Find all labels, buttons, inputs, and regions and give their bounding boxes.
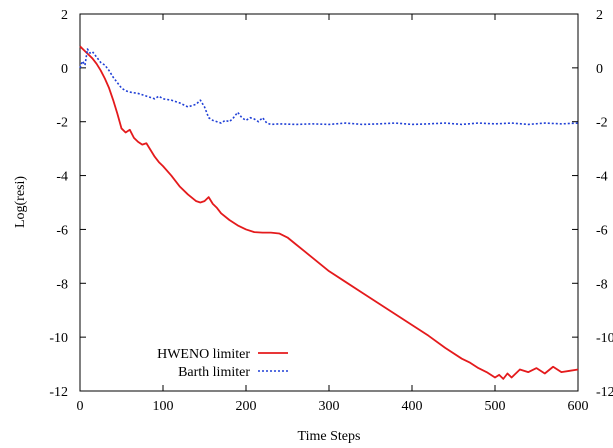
x-tick-label: 100 bbox=[153, 399, 174, 414]
y-tick-label: -12 bbox=[49, 385, 68, 400]
y2-tick-label: 2 bbox=[596, 8, 603, 23]
y2-tick-label: -6 bbox=[596, 223, 608, 238]
x-tick-label: 500 bbox=[485, 399, 506, 414]
y2-tick-label: -4 bbox=[596, 170, 608, 185]
legend-label: HWENO limiter bbox=[157, 347, 250, 362]
legend-label: Barth limiter bbox=[178, 365, 250, 380]
y2-tick-label: -8 bbox=[596, 277, 608, 292]
y-tick-label: -8 bbox=[56, 277, 68, 292]
plot-frame bbox=[79, 13, 579, 392]
y2-tick-label: -12 bbox=[596, 385, 613, 400]
y2-tick-label: -10 bbox=[596, 331, 613, 346]
x-tick-label: 200 bbox=[236, 399, 257, 414]
y-tick-label: -2 bbox=[56, 116, 68, 131]
series-line-hweno bbox=[79, 45, 579, 380]
x-tick-label: 300 bbox=[319, 399, 340, 414]
series-lines bbox=[79, 45, 579, 380]
x-axis-label: Time Steps bbox=[298, 429, 361, 444]
x-tick-label: 400 bbox=[402, 399, 423, 414]
series-line-barth bbox=[79, 48, 579, 126]
y-tick-label: -4 bbox=[56, 170, 68, 185]
y-tick-label: -6 bbox=[56, 223, 68, 238]
x-tick-label: 600 bbox=[568, 399, 589, 414]
y2-tick-label: 0 bbox=[596, 62, 603, 77]
y-tick-label: -10 bbox=[49, 331, 68, 346]
axis-ticks: 0 100 200 300 400 500 600-12 -12-10 -10-8 -8-6 -6-… bbox=[49, 8, 613, 414]
y2-tick-label: -2 bbox=[596, 116, 608, 131]
legend: HWENO limiter Barth limiter bbox=[157, 347, 288, 380]
y-tick-label: 0 bbox=[61, 62, 68, 77]
y-tick-label: 2 bbox=[61, 8, 68, 23]
y-axis-label: Log(resi) bbox=[13, 176, 28, 228]
x-tick-label: 0 bbox=[77, 399, 84, 414]
